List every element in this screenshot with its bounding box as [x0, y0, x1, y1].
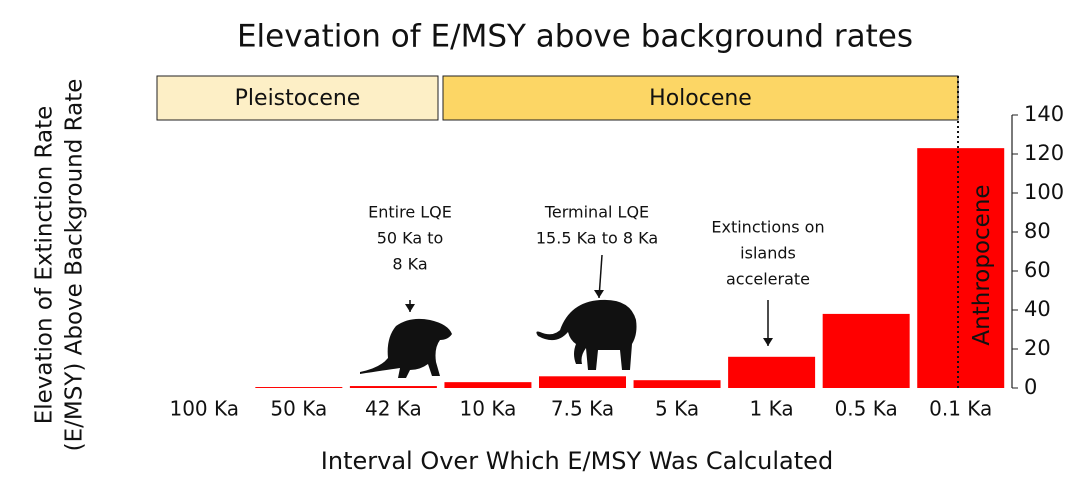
x-tick-label: 10 Ka [460, 397, 517, 421]
annotation: islands [740, 244, 796, 263]
y-axis-label: Elevation of Extinction Rate (E/MSY) Abo… [32, 79, 88, 452]
ground-sloth-silhouette [360, 319, 452, 378]
mammoth-silhouette [536, 300, 636, 370]
y-tick-label: 60 [1024, 258, 1051, 282]
bar [539, 376, 626, 388]
y-axis-label-line: (E/MSY) Above Background Rate [62, 79, 88, 452]
in-bar-label: Anthropocene [969, 184, 995, 345]
era-label: Pleistocene [235, 86, 361, 111]
y-tick-label: 80 [1024, 219, 1051, 243]
x-tick-label: 7.5 Ka [551, 397, 614, 421]
x-tick-label: 0.1 Ka [929, 397, 992, 421]
annotation: 8 Ka [392, 255, 427, 274]
y-axis-label-line: Elevation of Extinction Rate [32, 106, 58, 425]
chart-title: Elevation of E/MSY above background rate… [237, 19, 913, 55]
annotation: Extinctions on [711, 218, 824, 237]
x-tick-label: 50 Ka [270, 397, 327, 421]
x-tick-label: 100 Ka [169, 397, 239, 421]
y-tick-label: 100 [1024, 180, 1064, 204]
y-tick-label: 120 [1024, 141, 1064, 165]
bar [634, 380, 721, 388]
bar [255, 387, 342, 388]
annotation: Terminal LQE [544, 203, 649, 222]
y-tick-label: 20 [1024, 336, 1051, 360]
annotation: Entire LQE [368, 203, 452, 222]
bar [728, 357, 815, 388]
x-tick-label: 42 Ka [365, 397, 422, 421]
annotation: 50 Ka to [377, 229, 444, 248]
in-bar-label-group: Anthropocene [969, 184, 995, 345]
annotation-arrowhead [405, 304, 415, 312]
annotation-arrowhead [594, 290, 604, 298]
x-tick-label: 5 Ka [655, 397, 699, 421]
annotation-arrowhead [763, 338, 773, 346]
bar [823, 314, 910, 388]
annotation: accelerate [726, 270, 810, 289]
bar [350, 386, 437, 388]
y-tick-label: 0 [1024, 375, 1037, 399]
y-tick-label: 140 [1024, 102, 1064, 126]
y-tick-label: 40 [1024, 297, 1051, 321]
x-tick-label: 1 Ka [750, 397, 794, 421]
annotation: 15.5 Ka to 8 Ka [536, 229, 658, 248]
x-axis-label: Interval Over Which E/MSY Was Calculated [321, 447, 833, 475]
bar [444, 382, 531, 388]
chart: Elevation of E/MSY above background rate… [0, 0, 1083, 477]
x-tick-label: 0.5 Ka [835, 397, 898, 421]
era-label: Holocene [649, 86, 752, 111]
